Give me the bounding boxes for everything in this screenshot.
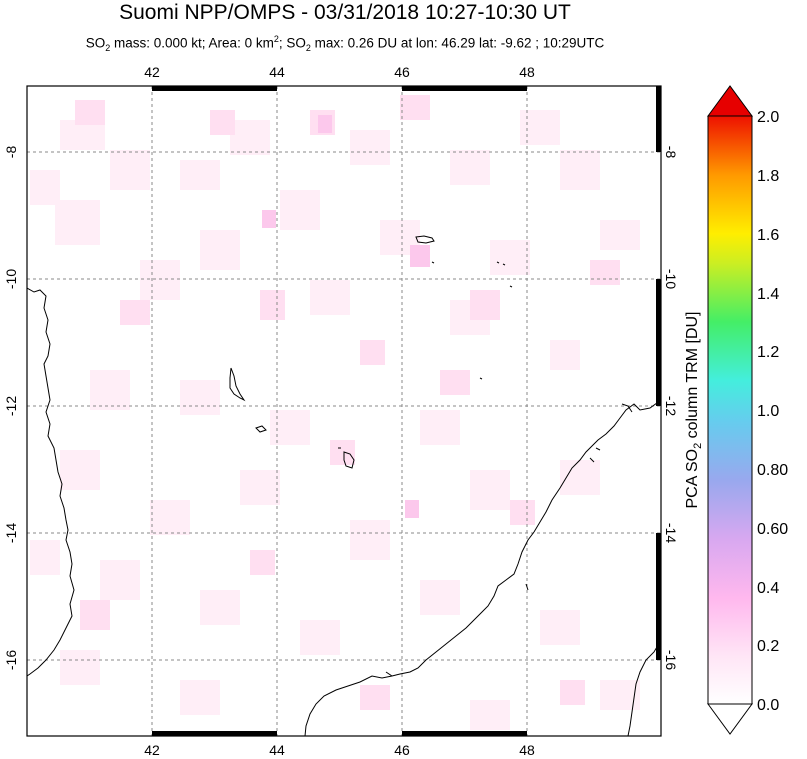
- graticule: [27, 86, 661, 736]
- colorbar-labels: 2.0 1.8 1.6 1.4 1.2 1.0 0.80 0.60 0.4 0.…: [757, 109, 788, 714]
- lon-tick-bottom: 46: [394, 742, 410, 758]
- lon-ticks-bottom: 42 44 46 48: [144, 742, 535, 758]
- colorbar-label: 1.0: [757, 403, 779, 420]
- lat-tick-right: -8: [663, 146, 679, 159]
- lon-tick-top: 42: [144, 64, 160, 80]
- colorbar-label: 0.60: [757, 521, 788, 538]
- colorbar-top-triangle: [707, 85, 753, 117]
- lon-tick-bottom: 48: [519, 742, 535, 758]
- lat-ticks-left: -8 -10 -12 -14 -16: [3, 146, 19, 671]
- lat-tick-right: -14: [663, 523, 679, 543]
- lon-ticks-top: 42 44 46 48: [144, 64, 535, 80]
- colorbar: 2.0 1.8 1.6 1.4 1.2 1.0 0.80 0.60 0.4 0.…: [684, 85, 788, 735]
- colorbar-title: PCA SO2 column TRM [DU]: [684, 312, 704, 509]
- lat-tick-right: -12: [663, 396, 679, 416]
- colorbar-label: 1.2: [757, 344, 779, 361]
- colorbar-label: 0.0: [757, 697, 779, 714]
- lat-tick-left: -12: [3, 396, 19, 416]
- colorbar-label: 1.4: [757, 286, 779, 303]
- colorbar-label: 0.2: [757, 638, 779, 655]
- map-subtitle: SO2 mass: 0.000 kt; Area: 0 km2; SO2 max…: [85, 34, 605, 54]
- lat-ticks-right: -8 -10 -12 -14 -16: [663, 146, 679, 671]
- map-border-bars: [152, 86, 661, 736]
- colorbar-bar: [707, 115, 753, 705]
- lat-tick-left: -16: [3, 650, 19, 670]
- lat-tick-right: -16: [663, 650, 679, 670]
- lon-tick-top: 44: [269, 64, 285, 80]
- map-border: [26, 85, 662, 737]
- lon-tick-bottom: 44: [269, 742, 285, 758]
- lat-tick-left: -14: [3, 523, 19, 543]
- map-title: Suomi NPP/OMPS - 03/31/2018 10:27-10:30 …: [119, 1, 571, 24]
- colorbar-label: 2.0: [757, 109, 779, 126]
- so2-pixels: [30, 95, 640, 730]
- lat-tick-right: -10: [663, 269, 679, 289]
- lon-tick-top: 48: [519, 64, 535, 80]
- colorbar-label: 0.80: [757, 462, 788, 479]
- colorbar-label: 1.8: [757, 168, 779, 185]
- coastlines: [27, 235, 661, 736]
- lon-tick-bottom: 42: [144, 742, 160, 758]
- lon-tick-top: 46: [394, 64, 410, 80]
- lat-tick-left: -10: [3, 269, 19, 289]
- colorbar-bottom-triangle: [707, 703, 753, 735]
- colorbar-label: 0.4: [757, 580, 779, 597]
- colorbar-label: 1.6: [757, 227, 779, 244]
- lat-tick-left: -8: [3, 146, 19, 159]
